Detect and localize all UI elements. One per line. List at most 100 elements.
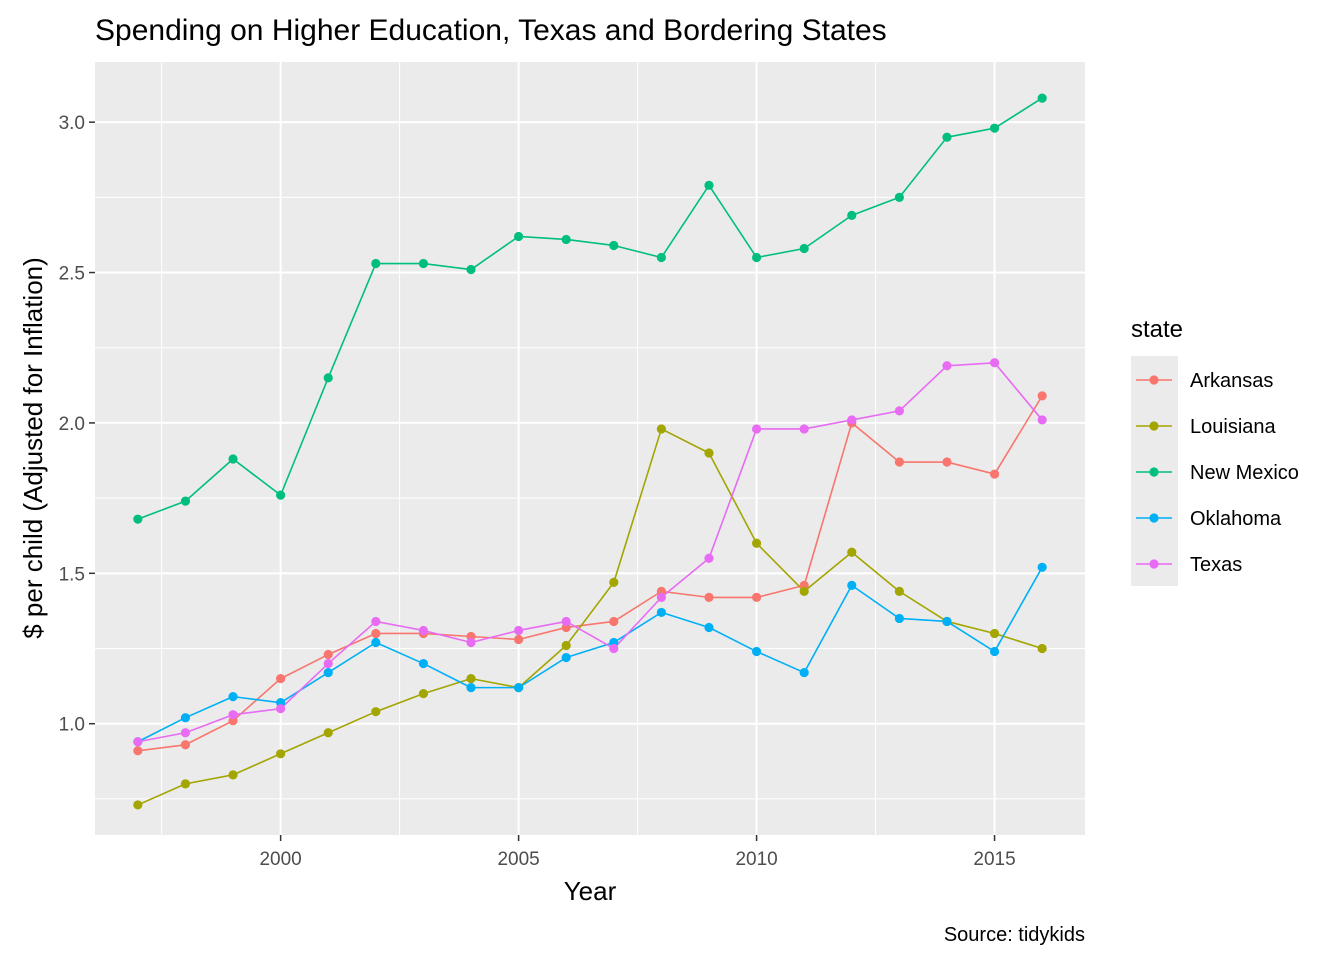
data-point-oklahoma [656,607,666,618]
data-point-arkansas [894,457,904,467]
data-point-texas [609,643,619,654]
data-point-oklahoma [371,637,381,648]
data-point-new-mexico [514,231,524,242]
data-point-arkansas [942,457,952,467]
data-point-oklahoma [799,667,809,678]
data-point-texas [799,424,809,434]
legend-marker-oklahoma [1149,513,1159,523]
data-point-new-mexico [371,258,381,269]
legend: state Arkansas Louisiana New Mexico Oklahom… [1131,316,1299,586]
data-point-texas [751,424,762,434]
y-tick-label: 1.0 [59,715,85,736]
data-point-oklahoma [942,616,952,627]
data-point-texas [133,737,143,747]
data-point-texas [704,553,714,563]
data-point-oklahoma [704,622,714,633]
data-point-arkansas [1037,391,1047,401]
data-point-texas [323,658,333,669]
data-point-louisiana [561,640,571,651]
data-point-new-mexico [799,243,809,254]
data-point-new-mexico [1037,93,1047,103]
data-point-arkansas [751,592,762,602]
chart-caption: Source: tidykids [944,924,1085,946]
series-line-texas [137,361,1043,743]
y-tick-label: 2.5 [59,264,85,285]
data-point-oklahoma [228,692,238,702]
x-axis-ticks: 2000 2005 2010 2015 [259,835,1016,870]
data-point-louisiana [751,538,762,548]
data-point-louisiana [704,448,714,458]
series-line-new-mexico [137,97,1043,520]
series-line-arkansas [137,395,1043,752]
data-point-oklahoma [466,683,476,693]
data-point-texas [514,625,524,636]
y-axis-title: $ per child (Adjusted for Inflation) [18,257,48,639]
data-point-arkansas [609,616,619,627]
data-point-new-mexico [133,514,143,524]
data-point-oklahoma [514,683,524,693]
data-point-texas [942,361,952,371]
data-point-louisiana [228,770,238,780]
data-point-texas [466,637,476,648]
data-point-louisiana [323,728,333,738]
legend-title: state [1131,316,1183,343]
data-point-louisiana [847,547,857,557]
data-point-louisiana [418,689,429,699]
data-point-louisiana [466,673,476,684]
plot-panel [95,62,1085,835]
data-point-texas [894,406,904,416]
data-point-new-mexico [609,240,619,251]
data-point-texas [228,710,238,720]
data-point-new-mexico [561,234,571,245]
data-point-new-mexico [847,210,857,220]
legend-marker-arkansas [1149,375,1159,385]
major-gridlines [95,62,1085,835]
data-point-new-mexico [276,490,286,500]
data-point-oklahoma [751,646,762,657]
legend-marker-louisiana [1149,421,1159,431]
data-point-arkansas [180,740,191,750]
data-point-arkansas [371,628,381,639]
data-point-louisiana [133,800,143,810]
data-point-new-mexico [228,454,238,464]
x-tick-label: 2000 [259,849,301,870]
data-point-oklahoma [180,713,191,723]
x-axis-title: Year [564,876,617,906]
data-point-new-mexico [704,180,714,190]
data-point-new-mexico [989,123,1000,133]
series-points [133,93,1047,810]
data-point-louisiana [609,577,619,587]
data-point-oklahoma [561,652,571,663]
data-point-louisiana [894,586,904,596]
data-point-new-mexico [894,192,904,202]
chart-title: Spending on Higher Education, Texas and … [95,14,887,47]
data-point-arkansas [704,592,714,602]
data-point-new-mexico [751,252,762,263]
data-point-oklahoma [989,646,1000,657]
legend-label-new-mexico: New Mexico [1190,462,1299,484]
data-point-new-mexico [656,252,666,263]
data-point-arkansas [989,469,1000,479]
y-axis-ticks: 1.0 1.5 2.0 2.5 3.0 [59,113,95,736]
data-point-new-mexico [942,132,952,142]
data-point-louisiana [180,779,191,789]
data-point-oklahoma [323,667,333,678]
data-point-oklahoma [847,580,857,590]
data-point-oklahoma [418,658,429,669]
data-point-louisiana [989,628,1000,639]
data-point-arkansas [133,746,143,756]
data-point-texas [561,616,571,627]
legend-label-texas: Texas [1190,554,1242,576]
data-point-louisiana [276,749,286,759]
data-point-arkansas [323,649,333,660]
data-point-new-mexico [180,496,191,506]
data-point-arkansas [514,634,524,645]
data-point-texas [847,415,857,425]
data-point-new-mexico [466,264,476,275]
data-point-texas [1037,415,1047,425]
data-point-texas [371,616,381,627]
y-tick-label: 2.0 [59,414,85,435]
data-point-new-mexico [323,373,333,383]
data-point-texas [989,358,1000,368]
